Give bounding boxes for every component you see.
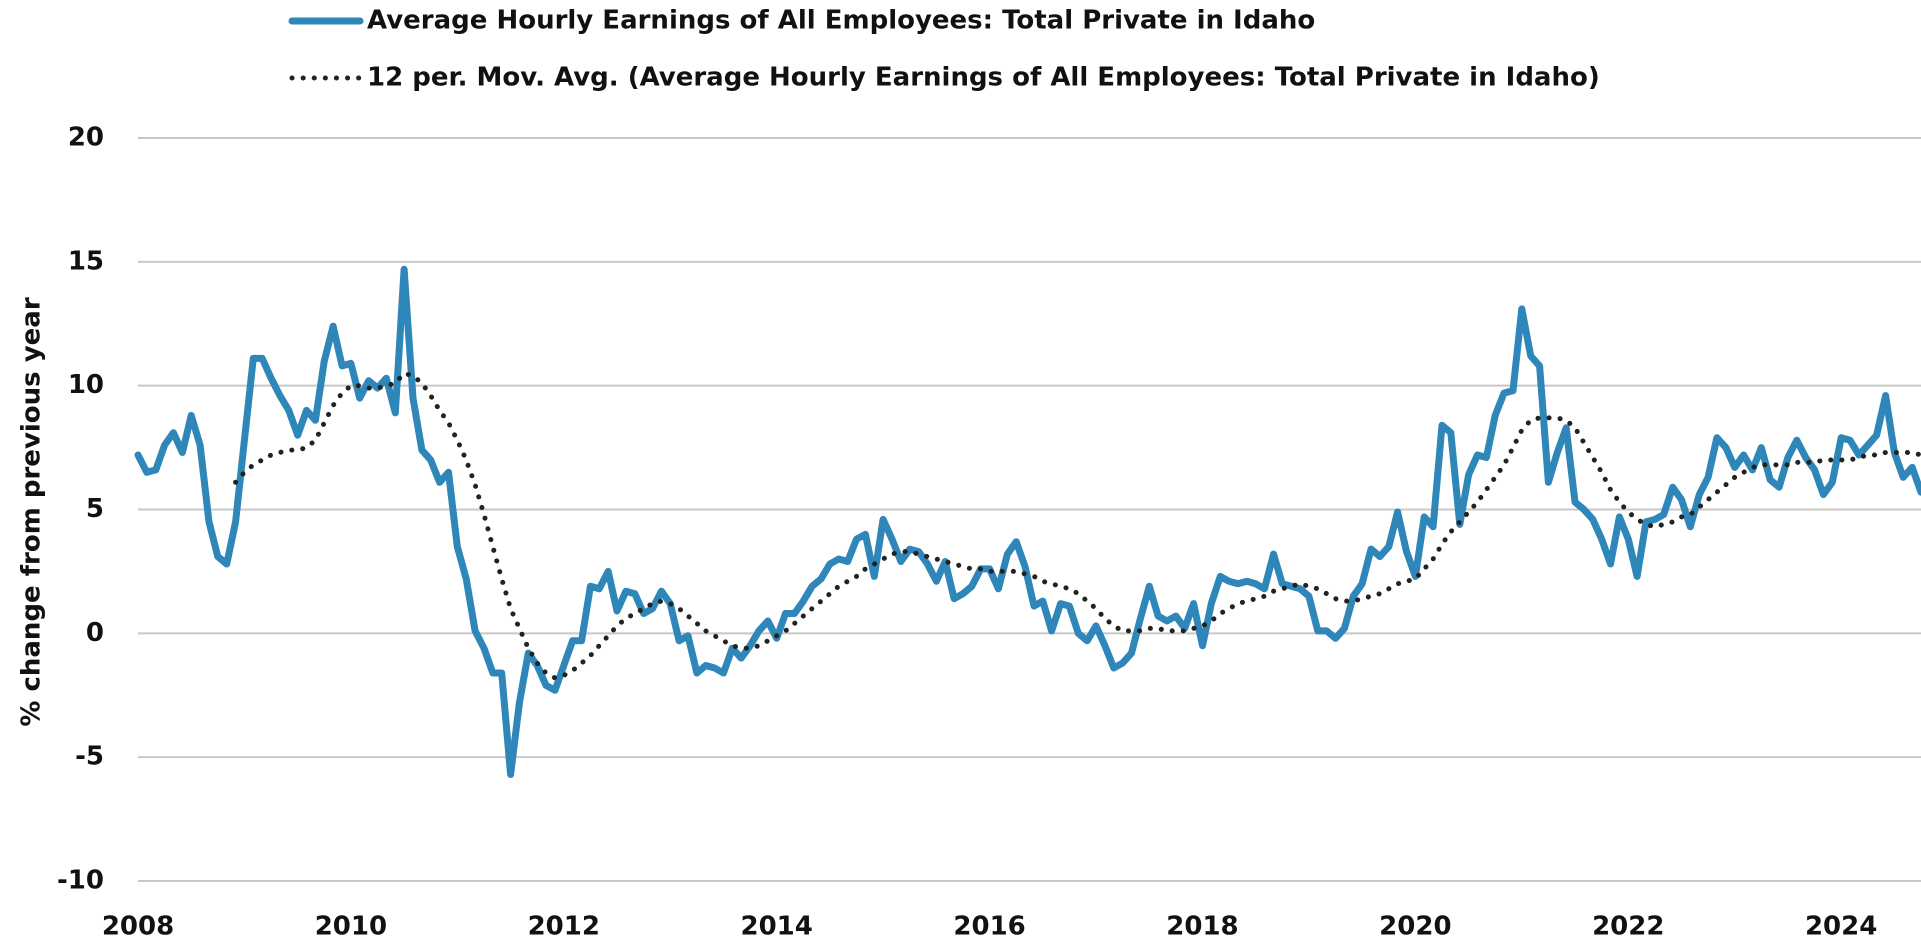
x-tick-label: 2014 — [740, 912, 812, 942]
y-tick-label: 20 — [68, 123, 104, 153]
series-line — [233, 370, 1921, 681]
x-tick-label: 2016 — [953, 912, 1025, 942]
x-tick-label: 2008 — [102, 912, 174, 942]
x-tick-label: 2012 — [528, 912, 600, 942]
legend-label: Average Hourly Earnings of All Employees… — [367, 6, 1315, 36]
x-tick-label: 2020 — [1379, 912, 1451, 942]
y-axis-label: % change from previous year — [17, 297, 47, 726]
legend-label: 12 per. Mov. Avg. (Average Hourly Earnin… — [367, 63, 1600, 93]
x-tick-label: 2024 — [1805, 912, 1877, 942]
series-line — [134, 265, 1921, 778]
y-tick-label: -5 — [75, 742, 104, 772]
x-tick-label: 2022 — [1592, 912, 1664, 942]
y-tick-label: 5 — [86, 494, 104, 524]
y-tick-label: 10 — [68, 370, 104, 400]
x-tick-label: 2018 — [1166, 912, 1238, 942]
y-tick-label: -10 — [57, 866, 104, 896]
y-tick-label: 15 — [68, 246, 104, 276]
y-tick-label: 0 — [86, 618, 104, 648]
x-tick-label: 2010 — [315, 912, 387, 942]
